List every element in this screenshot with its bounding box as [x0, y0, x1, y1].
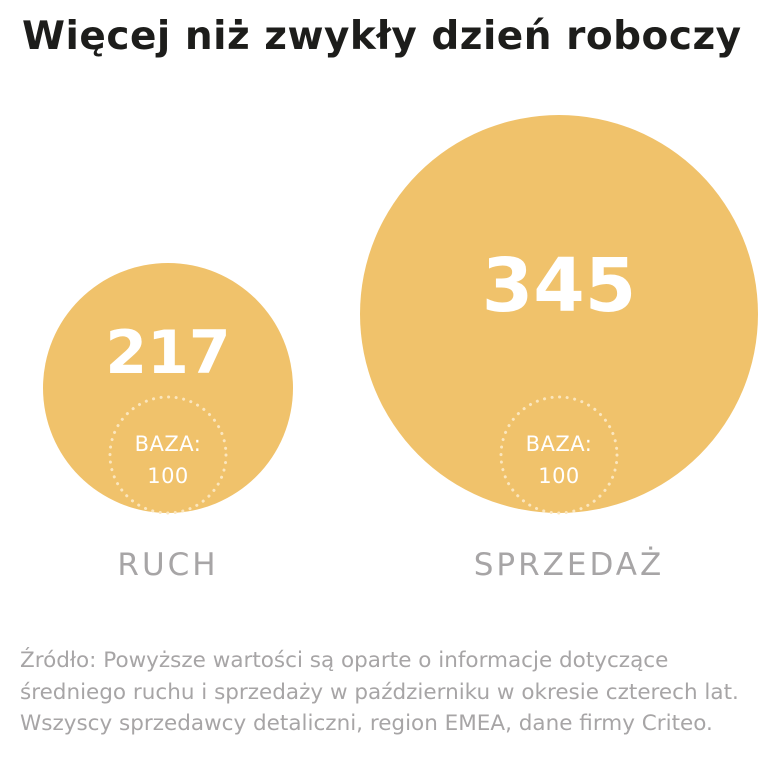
baseline-label-ruch: BAZA:: [135, 432, 202, 456]
bubble-group-sprzedaz: 345 BAZA: 100 SPRZEDAŻ: [360, 115, 758, 583]
baseline-value-ruch: 100: [147, 464, 189, 488]
bubble-chart: 217 BAZA: 100 RUCH 345 BAZA: 100 SPRZEDA…: [43, 115, 758, 583]
baseline-circle-ruch: [108, 395, 228, 515]
source-note: Źródło: Powyższe wartości są oparte o in…: [20, 648, 739, 736]
category-label-ruch: RUCH: [117, 547, 218, 583]
bubble-ruch: [43, 263, 293, 513]
baseline-label-sprzedaz: BAZA:: [526, 432, 593, 456]
bubble-sprzedaz: [360, 115, 758, 513]
bubble-group-ruch: 217 BAZA: 100 RUCH: [43, 263, 293, 583]
category-label-sprzedaz: SPRZEDAŻ: [474, 547, 665, 583]
baseline-value-sprzedaz: 100: [538, 464, 580, 488]
value-label-sprzedaz: 345: [482, 243, 636, 329]
baseline-circle-sprzedaz: [499, 395, 619, 515]
page-title: Więcej niż zwykły dzień roboczy: [22, 14, 742, 59]
value-label-ruch: 217: [105, 318, 230, 388]
